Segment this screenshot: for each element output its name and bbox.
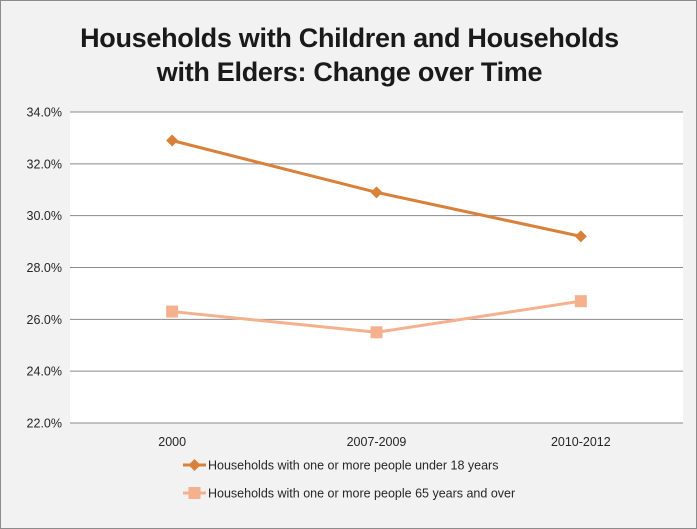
legend-label: Households with one or more people under… bbox=[208, 459, 498, 473]
y-tick-label: 34.0% bbox=[27, 106, 62, 120]
series-1 bbox=[166, 134, 587, 243]
legend-label: Households with one or more people 65 ye… bbox=[208, 487, 515, 501]
x-tick-label: 2010-2012 bbox=[551, 435, 611, 449]
x-axis: 2000 2007-2009 2010-2012 bbox=[158, 435, 611, 449]
legend-item-2: Households with one or more people 65 ye… bbox=[183, 487, 515, 501]
x-tick-label: 2000 bbox=[158, 435, 186, 449]
chart-title-line-1: Households with Children and Households bbox=[80, 23, 619, 53]
chart-title-line-2: with Elders: Change over Time bbox=[156, 57, 543, 87]
data-point bbox=[574, 295, 587, 308]
y-tick-label: 22.0% bbox=[27, 417, 62, 431]
y-tick-label: 26.0% bbox=[27, 313, 62, 327]
y-tick-label: 28.0% bbox=[27, 261, 62, 275]
data-point bbox=[574, 230, 587, 243]
y-tick-label: 30.0% bbox=[27, 209, 62, 223]
series-2 bbox=[166, 295, 587, 339]
y-axis: 22.0% 24.0% 26.0% 28.0% 30.0% 32.0% 34.0% bbox=[27, 106, 62, 431]
data-point bbox=[166, 134, 179, 147]
data-point bbox=[166, 305, 179, 318]
y-tick-label: 32.0% bbox=[27, 157, 62, 171]
legend-item-1: Households with one or more people under… bbox=[183, 459, 498, 473]
series-layer bbox=[166, 134, 587, 339]
x-tick-label: 2007-2009 bbox=[347, 435, 407, 449]
legend: Households with one or more people under… bbox=[183, 459, 515, 501]
legend-marker bbox=[188, 459, 201, 471]
y-tick-label: 24.0% bbox=[27, 365, 62, 379]
gridlines bbox=[70, 111, 683, 424]
chart-title: Households with Children and Households … bbox=[1, 21, 697, 89]
legend-marker bbox=[188, 487, 201, 499]
data-point bbox=[370, 326, 383, 339]
data-point bbox=[370, 186, 383, 199]
